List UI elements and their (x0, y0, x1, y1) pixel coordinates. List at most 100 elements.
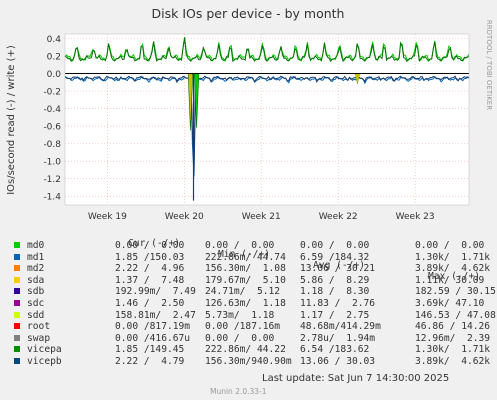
legend-row-vicepb: vicepb 2.22 / 4.79 156.30m/940.90m 13.06 / … (0, 356, 497, 367)
legend-swatch (14, 334, 20, 341)
x-tick-label: Week 21 (242, 212, 281, 222)
y-tick-label: -0.6 (43, 123, 61, 133)
side-label: RRDTOOL / TOBI OETIKER (485, 20, 493, 110)
legend-max: 3.89k/ 4.62k (415, 263, 491, 275)
legend-row-sdb: sdb 192.99m/ 7.49 24.71m/ 5.12 1.18 / 8.30 1… (0, 286, 497, 297)
legend-avg: 13.06 / 30.03 (300, 356, 376, 367)
y-tick-label: 0.2 (47, 52, 61, 62)
y-tick-label: -1.2 (43, 175, 61, 185)
plot-background (65, 34, 469, 205)
x-tick-label: Week 23 (396, 212, 435, 222)
legend-swatch (14, 253, 20, 260)
legend-cur: 158.81m/ 2.47 (115, 309, 196, 321)
legend-swatch (14, 265, 20, 272)
legend-row-sda: sda 1.37 / 7.48 179.67m/ 5.10 5.86 / 8.29 1.… (0, 275, 497, 286)
legend-cur: 0.00 / 0.00 (115, 240, 185, 251)
legend-header-max: Max (-/+) (428, 271, 480, 282)
legend-row-swap: swap 0.00 /416.67u 0.00 / 0.00 2.78u/ 1.94m… (0, 333, 497, 344)
legend-cur: 1.37 / 7.48 (115, 274, 185, 286)
legend-avg: 13.06 / 30.21 (300, 263, 376, 275)
legend-row-sdd: sdd 158.81m/ 2.47 5.73m/ 1.18 1.17 / 2.75 14… (0, 310, 497, 321)
legend-swatch (14, 276, 20, 283)
legend-min: 222.86m/ 44.74 (205, 251, 286, 263)
y-tick-label: -1.4 (43, 193, 61, 203)
series-group (64, 37, 470, 201)
legend-row-vicepa: vicepa 1.85 /149.45 222.86m/ 44.22 6.54 /18… (0, 344, 497, 355)
legend-swatch (14, 358, 20, 364)
y-tick-label: -1.0 (43, 158, 61, 168)
legend-max: 1.30k/ 1.71k (415, 344, 491, 356)
legend-avg: 6.54 /183.62 (300, 344, 370, 356)
legend-min: 156.30m/940.90m (205, 356, 292, 367)
y-tick-label: -0.4 (43, 105, 61, 115)
legend-avg: 0.00 / 0.00 (300, 240, 370, 251)
legend-avg: 11.83 / 2.76 (300, 298, 376, 309)
legend-cur: 1.46 / 2.50 (115, 298, 185, 309)
legend-cur: 1.85 /149.45 (115, 344, 185, 356)
legend-row-root: root 0.00 /817.19m 0.00 /187.16m 48.68m/414… (0, 321, 497, 332)
legend-min: 24.71m/ 5.12 (205, 286, 281, 298)
x-tick-label: Week 22 (319, 212, 358, 222)
legend-header-avg: Avg (-/+) (313, 260, 365, 271)
legend-min: 0.00 /187.16m (205, 321, 281, 333)
y-tick-label: 0.0 (47, 70, 62, 80)
x-tick-label: Week 20 (165, 212, 204, 222)
y-tick-labels: 0.4 0.2 0.0 -0.2 -0.4 -0.6 -0.8 -1.0 -1.2 -1.4 (43, 35, 61, 203)
legend-max: 1.11k/ 30.09 (415, 274, 485, 286)
legend-name: sdb (27, 286, 45, 298)
y-tick-label: -0.8 (43, 140, 61, 150)
legend-name: sdc (27, 298, 45, 309)
x-tick-label: Week 19 (88, 212, 127, 222)
legend-cur: 2.22 / 4.79 (115, 356, 185, 367)
legend-name: sdd (27, 309, 45, 321)
x-tick-labels: Week 19 Week 20 Week 21 Week 22 Week 23 (88, 212, 435, 222)
legend-header-cur: Cur (-/+) (128, 238, 180, 249)
legend-row-md0: md0 0.00 / 0.00 0.00 / 0.00 0.00 / 0.00 0.00… (0, 240, 497, 251)
legend-row-md2: md2 2.22 / 4.96 156.30m/ 1.08 13.06 / 30.21… (0, 263, 497, 274)
legend-avg: 1.18 / 8.30 (300, 286, 370, 298)
series-line-write-dark (64, 37, 470, 63)
y-axis-label: IOs/second read (-) / write (+) (6, 45, 17, 195)
legend-max: 12.96m/ 2.39 (415, 332, 491, 344)
plot-border (64, 33, 470, 206)
legend-max: 3.69k/ 47.10 (415, 298, 485, 309)
legend-cur: 0.00 /817.19m (115, 321, 191, 333)
legend-max: 146.53 / 47.08 (415, 309, 496, 321)
legend-swatch (14, 346, 20, 353)
legend-min: 0.00 / 0.00 (205, 332, 275, 344)
legend-name: swap (27, 332, 51, 344)
legend-swatch (14, 323, 20, 330)
legend-row-md1: md1 1.85 /150.03 222.86m/ 44.74 6.59 /184.3… (0, 252, 497, 263)
legend-swatch (14, 288, 20, 295)
legend-min: 179.67m/ 5.10 (205, 274, 286, 286)
legend-row-sdc: sdc 1.46 / 2.50 126.63m/ 1.18 11.83 / 2.76 3… (0, 298, 497, 309)
y-tick-label: 0.4 (47, 35, 62, 45)
chart-title: Disk IOs per device - by month (152, 6, 345, 21)
legend-name: md0 (27, 240, 45, 251)
legend-min: 222.86m/ 44.22 (205, 344, 286, 356)
legend-name: vicepa (27, 344, 62, 356)
legend-min: 156.30m/ 1.08 (205, 263, 286, 275)
munin-version: Munin 2.0.33-1 (210, 387, 267, 396)
legend-header: Cur (-/+) Min (-/+) Avg (-/+) Max (-/+) (0, 227, 497, 282)
legend-cur: 192.99m/ 7.49 (115, 286, 196, 298)
legend-name: md1 (27, 251, 45, 263)
legend-avg: 5.86 / 8.29 (300, 274, 370, 286)
legend-cur: 2.22 / 4.96 (115, 263, 185, 275)
y-tick-label: -0.2 (43, 88, 61, 98)
legend-name: md2 (27, 263, 45, 275)
legend-min: 0.00 / 0.00 (205, 240, 275, 251)
legend-avg: 2.78u/ 1.94m (300, 332, 376, 344)
legend-avg: 1.17 / 2.75 (300, 309, 370, 321)
chart-area: Disk IOs per device - by month IOs/secon… (6, 6, 493, 222)
legend-max: 3.89k/ 4.62k (415, 356, 491, 367)
legend-swatch (14, 242, 20, 248)
legend-min: 126.63m/ 1.18 (205, 298, 286, 309)
legend-max: 182.59 / 30.15 (415, 286, 496, 298)
legend-min: 5.73m/ 1.18 (205, 309, 275, 321)
legend-cur: 1.85 /150.03 (115, 251, 185, 263)
legend-name: root (27, 321, 51, 333)
legend-max: 46.86 / 14.26 (415, 321, 491, 333)
legend-cur: 0.00 /416.67u (115, 332, 191, 344)
legend-swatch (14, 300, 20, 306)
